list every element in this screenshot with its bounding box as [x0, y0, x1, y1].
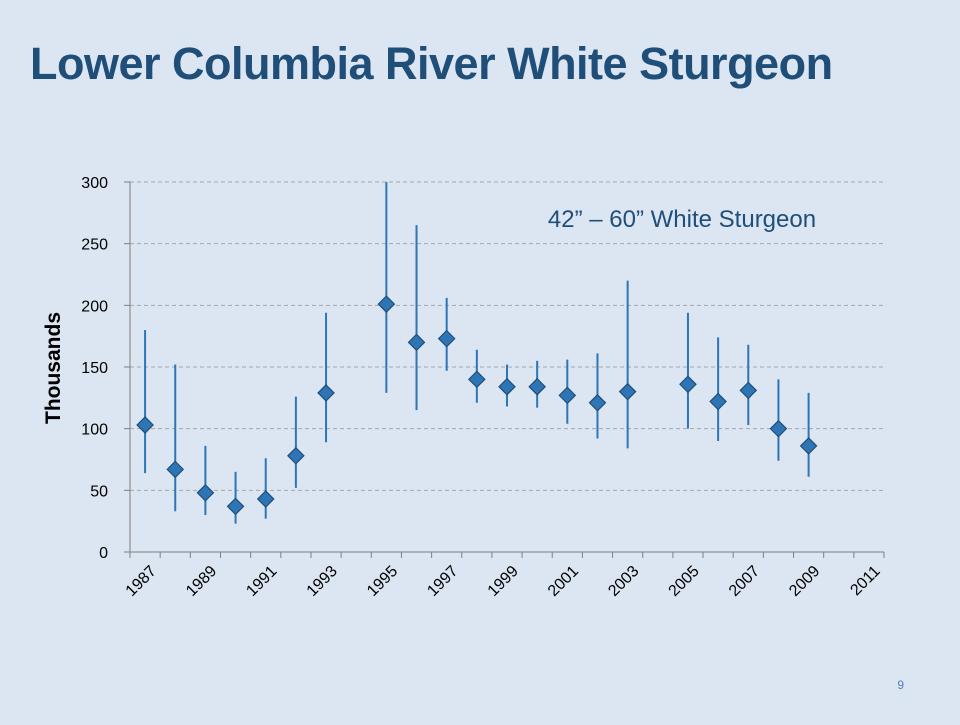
- data-point-marker: [467, 370, 486, 389]
- data-point-marker: [558, 386, 577, 405]
- x-tick-label: 1997: [424, 563, 461, 600]
- data-point-marker: [498, 377, 516, 396]
- y-tick-label: 250: [81, 237, 108, 254]
- x-tick-label: 2001: [545, 563, 582, 600]
- data-point-marker: [317, 384, 335, 402]
- x-tick-label: 2003: [605, 563, 642, 600]
- data-point-marker: [256, 490, 275, 508]
- data-point-marker: [136, 416, 154, 434]
- data-point-marker: [769, 419, 788, 438]
- x-tick-label: 2005: [666, 563, 703, 600]
- x-tick-label: 1999: [485, 563, 522, 600]
- y-tick-label: 200: [81, 298, 108, 315]
- x-tick-labels: 1987 1989 1991 1993 1995 1997 1999 2001 2003 2005…: [123, 563, 884, 600]
- page-number: 9: [897, 678, 904, 692]
- x-tick-label: 1991: [243, 563, 280, 600]
- data-point-marker: [226, 497, 245, 516]
- x-tick-label: 1995: [364, 563, 401, 600]
- y-tick-label: 0: [99, 545, 108, 562]
- data-point-marker: [287, 446, 305, 465]
- slide-title: Lower Columbia River White Sturgeon: [30, 38, 833, 89]
- data-point-marker: [437, 329, 456, 348]
- x-tick-label: 2007: [726, 563, 763, 600]
- x-tick-label: 1987: [123, 563, 160, 600]
- y-tick-labels: 0 50 100 150 200 250 300: [81, 175, 108, 562]
- data-point-marker: [528, 377, 547, 396]
- x-tick-label: 1989: [183, 563, 220, 600]
- y-tick-label: 50: [90, 483, 108, 500]
- data-point-marker: [196, 483, 215, 502]
- data-points: [136, 295, 818, 516]
- data-point-marker: [377, 295, 396, 313]
- data-point-marker: [799, 437, 818, 455]
- y-tick-label: 150: [81, 360, 108, 377]
- x-tick-label: 2011: [847, 563, 883, 599]
- axes: [124, 181, 885, 558]
- data-point-marker: [166, 460, 185, 479]
- data-point-marker: [407, 333, 426, 352]
- error-bars: [144, 182, 810, 524]
- x-tick-label: 1993: [304, 563, 341, 600]
- chart-annotation: 42” – 60” White Sturgeon: [548, 206, 816, 233]
- data-point-marker: [739, 381, 758, 400]
- x-tick-label: 2009: [786, 563, 823, 600]
- data-point-marker: [618, 382, 637, 401]
- data-point-marker: [679, 375, 697, 394]
- y-axis-label: Thousands: [42, 312, 65, 424]
- data-point-marker: [709, 392, 727, 411]
- y-tick-label: 300: [81, 175, 108, 192]
- data-point-marker: [588, 393, 607, 412]
- y-tick-label: 100: [81, 422, 108, 439]
